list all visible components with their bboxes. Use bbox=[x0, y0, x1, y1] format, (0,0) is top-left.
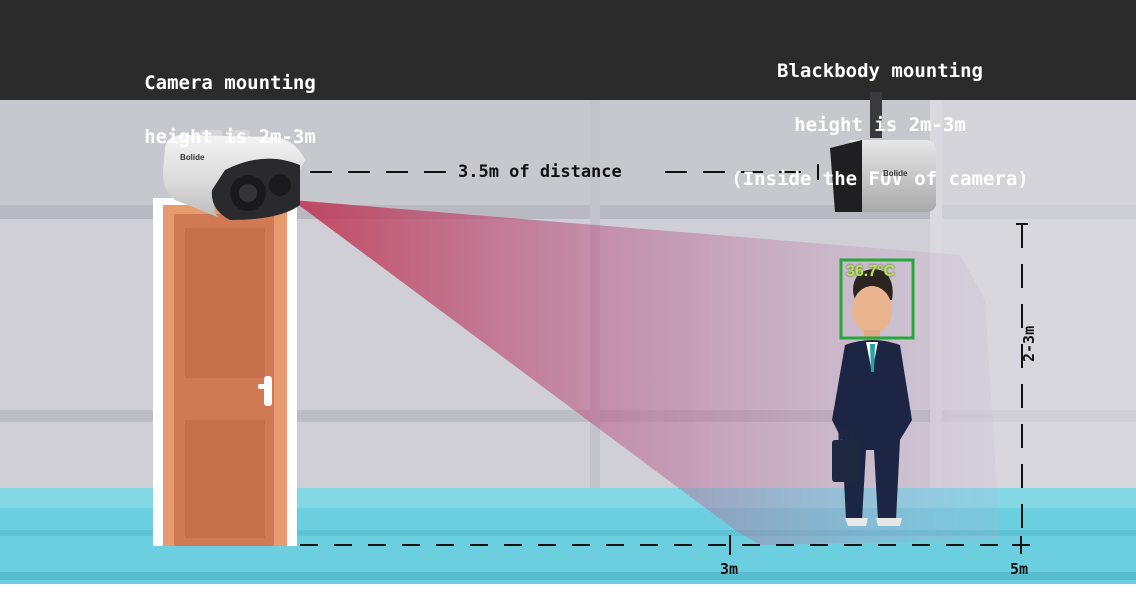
blackbody-label-line1: Blackbody mounting bbox=[777, 60, 983, 82]
camera-label-line2: height is 2m-3m bbox=[144, 126, 316, 148]
blackbody-device bbox=[830, 92, 936, 212]
face-detection-box bbox=[839, 258, 915, 340]
blackbody-label-line2: height is 2m-3m bbox=[794, 114, 966, 136]
bottom-margin bbox=[0, 584, 1136, 596]
blackbody-mounting-label: Blackbody mounting height is 2m-3m (Insi… bbox=[680, 26, 1080, 206]
distance-label: 3.5m of distance bbox=[458, 162, 622, 182]
door-panel-upper bbox=[185, 228, 265, 378]
floor-line bbox=[0, 572, 1136, 580]
camera-body bbox=[162, 135, 305, 218]
camera-lens-visible bbox=[269, 174, 291, 196]
door-panel-lower bbox=[185, 420, 265, 538]
ground-tick-label-3m: 3m bbox=[720, 560, 739, 578]
blackbody-body bbox=[850, 140, 936, 212]
camera-label-line1: Camera mounting bbox=[144, 72, 316, 94]
person-shoe bbox=[876, 518, 902, 526]
header-bar bbox=[0, 0, 1136, 100]
person-shoe bbox=[845, 518, 868, 526]
temperature-badge: 36.7°C bbox=[846, 263, 896, 280]
door-handle-lever bbox=[258, 384, 270, 389]
camera-fov-cone bbox=[292, 200, 1000, 545]
person bbox=[832, 269, 912, 526]
camera-top-detail bbox=[228, 130, 250, 138]
person-face bbox=[852, 286, 892, 334]
height-label: 2-3m bbox=[1020, 325, 1038, 362]
blackbody-label-line3: (Inside the FOV of camera) bbox=[731, 168, 1029, 190]
blackbody-brand-label: Bolide bbox=[883, 169, 908, 178]
blackbody-front-face bbox=[830, 140, 862, 212]
camera-mounting-label: Camera mounting height is 2m-3m bbox=[110, 38, 350, 164]
bullet-camera bbox=[162, 130, 305, 220]
briefcase-handle bbox=[838, 430, 854, 440]
briefcase bbox=[832, 440, 860, 482]
person-tie bbox=[870, 344, 875, 372]
door-handle bbox=[264, 376, 272, 406]
blackbody-mount-pole bbox=[870, 92, 882, 138]
camera-lens-thermal-inner bbox=[239, 184, 257, 202]
camera-brand-label: Bolide bbox=[180, 153, 205, 162]
door bbox=[153, 198, 297, 546]
ground-tick-label-5m: 5m bbox=[1010, 560, 1029, 578]
floor-line bbox=[0, 530, 1136, 536]
